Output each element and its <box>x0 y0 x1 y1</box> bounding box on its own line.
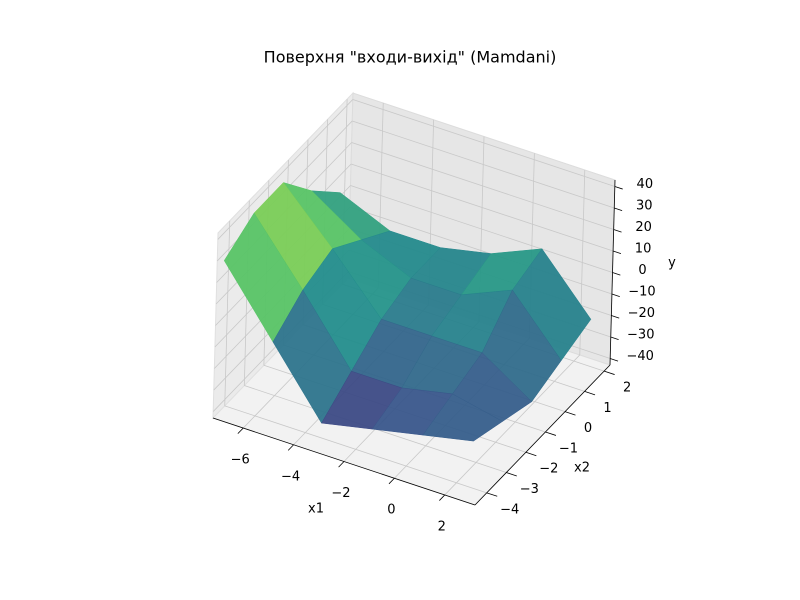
chart-title: Поверхня "входи-вихід" (Mamdani) <box>264 48 557 67</box>
y-axis-line <box>474 364 611 506</box>
z-tick <box>610 336 619 341</box>
z-tick <box>612 272 621 276</box>
z-tick <box>614 207 623 211</box>
x-tick-label: 2 <box>438 519 446 534</box>
z-tick-label: 10 <box>635 241 652 256</box>
z-tick-label: 40 <box>637 177 654 192</box>
x-axis-label: x1 <box>308 502 324 517</box>
z-tick-label: 0 <box>638 263 646 278</box>
grid-line <box>217 99 354 240</box>
z-tick <box>611 315 620 319</box>
x-tick-label: −6 <box>231 453 250 468</box>
grid-line <box>224 405 487 494</box>
z-tick <box>611 293 620 298</box>
y-tick-label: −3 <box>520 482 539 497</box>
z-tick <box>614 186 623 190</box>
x-tick <box>287 444 294 451</box>
x-tick-label: −2 <box>331 486 350 501</box>
y-tick-label: −2 <box>539 462 558 477</box>
y-tick <box>564 411 576 416</box>
x-tick <box>237 427 244 434</box>
z-tick <box>613 229 622 233</box>
x-axis-line <box>212 417 476 506</box>
grid-line <box>352 120 615 209</box>
grid-line <box>350 163 614 252</box>
surface-patch <box>422 393 504 442</box>
y-tick <box>604 370 615 375</box>
y-tick <box>545 431 557 436</box>
y-tick-label: −1 <box>559 441 578 456</box>
grid-line <box>351 142 614 230</box>
grid-line <box>349 206 613 295</box>
z-tick-label: −30 <box>627 328 654 343</box>
z-tick-label: −20 <box>628 306 655 321</box>
z-tick-label: 30 <box>636 198 653 213</box>
y-tick <box>486 492 498 497</box>
y-tick-label: −4 <box>500 502 519 517</box>
grid-line <box>444 354 581 496</box>
grid-line <box>352 99 615 187</box>
y-tick-label: 2 <box>623 381 631 396</box>
y-tick-label: 1 <box>603 401 611 416</box>
z-axis-label: y <box>668 256 676 271</box>
x-tick <box>388 477 395 485</box>
y-tick <box>525 451 537 457</box>
y-tick-label: 0 <box>584 421 592 436</box>
z-tick-label: −40 <box>626 349 653 364</box>
z-tick-label: −10 <box>628 285 655 300</box>
x-tick <box>439 494 446 501</box>
z-tick <box>610 358 619 362</box>
x-tick-label: −4 <box>281 469 300 484</box>
surface <box>223 182 592 442</box>
z-tick <box>612 250 622 254</box>
y-tick <box>506 472 517 477</box>
z-axis-line <box>609 179 616 366</box>
grid-line <box>350 185 613 273</box>
x-tick <box>338 461 345 468</box>
y-tick <box>584 390 596 396</box>
y-axis-label: x2 <box>574 461 590 476</box>
x-tick-label: 0 <box>387 503 395 518</box>
z-tick-label: 20 <box>635 220 652 235</box>
